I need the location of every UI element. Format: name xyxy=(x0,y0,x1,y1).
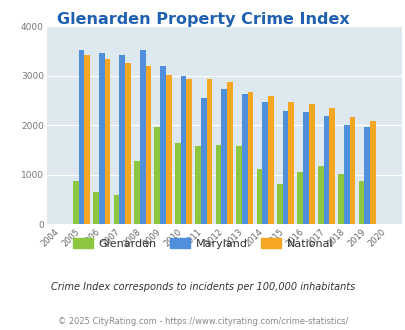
Bar xyxy=(215,145,221,224)
Bar xyxy=(134,161,139,224)
Bar xyxy=(323,116,328,224)
Bar xyxy=(175,143,180,224)
Bar xyxy=(349,117,354,224)
Bar xyxy=(241,94,247,224)
Bar xyxy=(343,125,349,224)
Bar xyxy=(186,79,192,224)
Bar xyxy=(93,192,99,224)
Bar xyxy=(267,96,273,224)
Bar xyxy=(288,102,293,224)
Bar xyxy=(297,172,303,224)
Bar xyxy=(303,112,308,224)
Bar xyxy=(317,167,323,224)
Bar xyxy=(247,92,253,224)
Bar xyxy=(125,63,130,224)
Text: © 2025 CityRating.com - https://www.cityrating.com/crime-statistics/: © 2025 CityRating.com - https://www.city… xyxy=(58,317,347,326)
Bar xyxy=(99,53,104,224)
Bar xyxy=(139,50,145,224)
Bar xyxy=(104,59,110,224)
Legend: Glenarden, Maryland, National: Glenarden, Maryland, National xyxy=(68,234,337,253)
Bar xyxy=(145,66,151,224)
Bar xyxy=(256,170,262,224)
Bar xyxy=(113,195,119,224)
Bar xyxy=(262,102,267,224)
Bar xyxy=(369,121,375,224)
Bar xyxy=(154,127,160,224)
Bar xyxy=(78,50,84,224)
Bar xyxy=(363,127,369,224)
Bar xyxy=(84,55,90,224)
Bar xyxy=(206,79,212,224)
Bar xyxy=(308,104,314,224)
Bar xyxy=(227,82,232,224)
Bar xyxy=(195,146,200,224)
Bar xyxy=(119,54,125,224)
Bar xyxy=(200,98,206,224)
Bar xyxy=(276,184,282,224)
Bar xyxy=(236,146,241,224)
Bar xyxy=(72,181,78,224)
Bar xyxy=(221,89,227,224)
Bar xyxy=(166,75,171,224)
Bar xyxy=(180,77,186,224)
Bar xyxy=(328,108,334,224)
Bar xyxy=(358,181,363,224)
Text: Glenarden Property Crime Index: Glenarden Property Crime Index xyxy=(56,12,349,26)
Bar xyxy=(282,111,288,224)
Bar xyxy=(160,66,166,224)
Text: Crime Index corresponds to incidents per 100,000 inhabitants: Crime Index corresponds to incidents per… xyxy=(51,282,354,292)
Bar xyxy=(337,174,343,224)
